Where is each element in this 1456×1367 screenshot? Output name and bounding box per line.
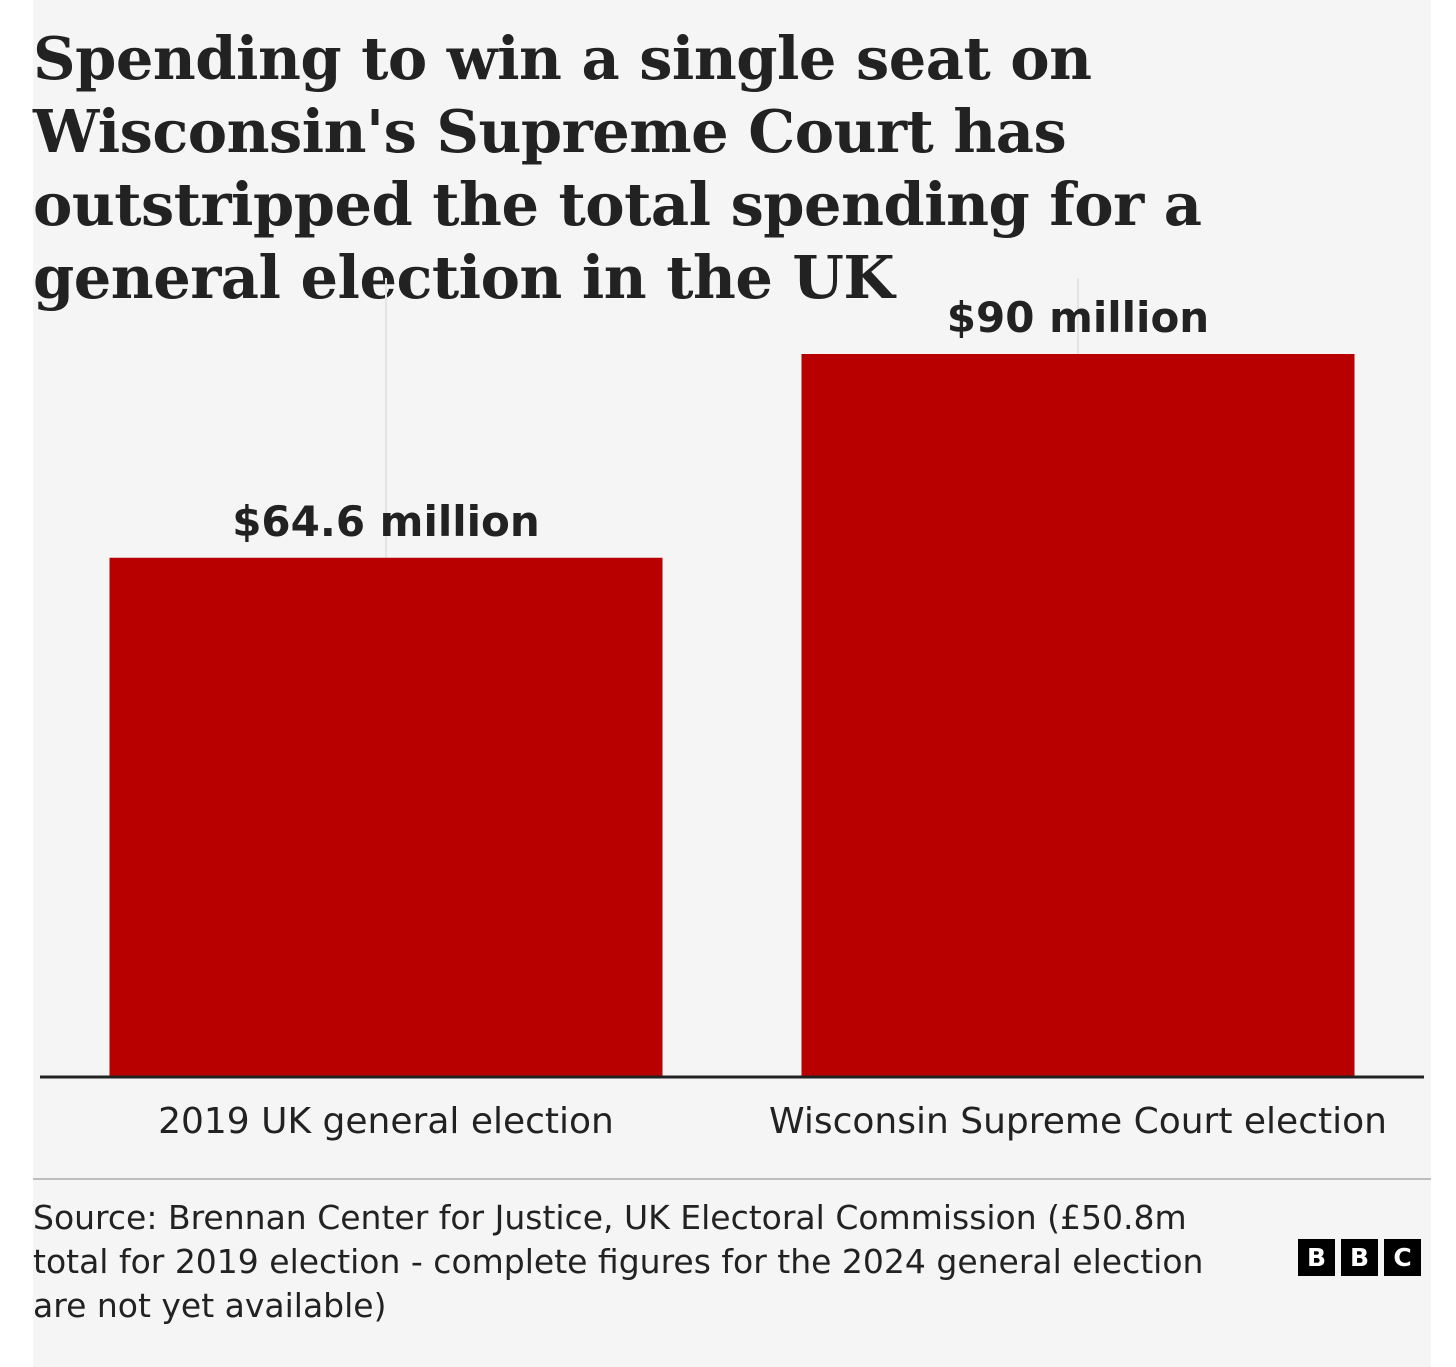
- bbc-logo-letter: C: [1384, 1239, 1421, 1276]
- footer-divider: [33, 1178, 1431, 1180]
- bar: [109, 557, 663, 1076]
- bbc-logo: B B C: [1298, 1239, 1421, 1276]
- bar-value-label: $90 million: [947, 293, 1209, 342]
- category-label: 2019 UK general election: [158, 1101, 614, 1142]
- bar: [801, 354, 1355, 1076]
- source-note: Source: Brennan Center for Justice, UK E…: [33, 1198, 1204, 1325]
- bar-value-label: $64.6 million: [232, 497, 540, 546]
- category-label: Wisconsin Supreme Court election: [769, 1101, 1387, 1142]
- bbc-logo-letter: B: [1341, 1239, 1378, 1276]
- bar-chart: $64.6 million 2019 UK general election $90…: [40, 278, 1424, 1142]
- chart-title: Spending to win a single seat on Wiscons…: [33, 24, 1202, 312]
- bbc-logo-letter: B: [1298, 1239, 1335, 1276]
